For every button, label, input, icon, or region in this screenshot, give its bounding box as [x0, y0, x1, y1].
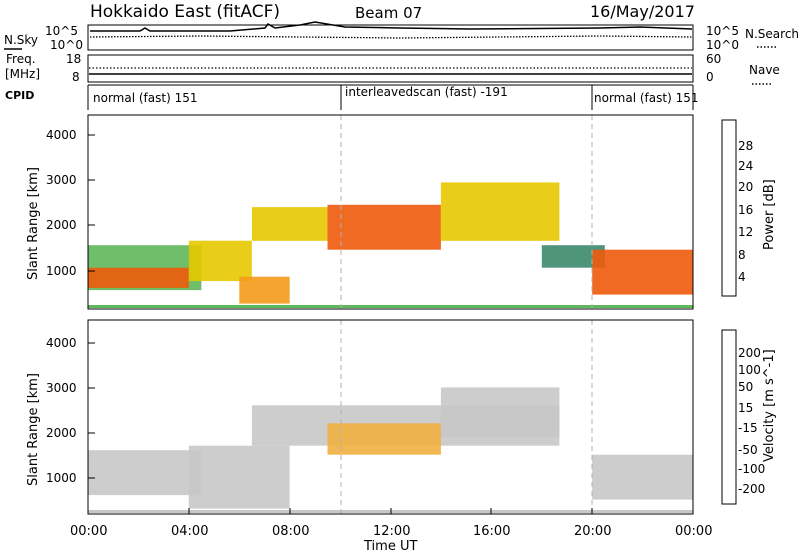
velocity-colorbar-label-text: Velocity [m s^-1] — [762, 349, 777, 462]
power-ytick-4000: 4000 — [46, 128, 77, 142]
velocity-y-axis-label: Slant Range [km] — [26, 373, 41, 486]
power-cbar-tick-12: 12 — [738, 225, 753, 239]
xtick-label-8: 08:00 — [272, 524, 309, 539]
x-axis-label: Time UT — [363, 539, 417, 554]
x-axis: 00:00 04:00 08:00 12:00 16:00 20:00 00:0… — [70, 508, 712, 554]
noise-search-trace — [89, 35, 693, 39]
power-region-5 — [327, 204, 441, 250]
power-cbar-tick-8: 8 — [738, 248, 746, 262]
power-region-1 — [88, 267, 189, 288]
power-ytick-3000: 3000 — [46, 173, 77, 187]
velocity-region-5 — [592, 454, 693, 500]
power-ytick-1000: 1000 — [46, 264, 77, 278]
beam-label: Beam 07 — [355, 4, 422, 22]
power-colorbar-label: Power [dB] — [762, 179, 777, 250]
noise-tick-top-right: 10^5 — [706, 24, 739, 38]
nave-label: Nave — [749, 63, 780, 77]
velocity-colorbar — [721, 329, 737, 505]
power-colorbar-ticks: 28 24 20 16 12 8 4 — [738, 139, 753, 284]
nave-tick-top: 60 — [706, 52, 721, 66]
power-region-4 — [251, 207, 328, 241]
velocity-cbar-tick-100: 100 — [738, 363, 761, 377]
velocity-colorbar-frame — [721, 329, 737, 505]
cpid-segment-2: interleavedscan (fast) -191 — [345, 85, 508, 99]
velocity-region-0 — [88, 450, 202, 496]
freq-strip-frame — [87, 54, 694, 83]
power-region-3 — [239, 276, 290, 304]
velocity-region-3 — [327, 423, 441, 455]
velocity-panel: 4000 3000 2000 1000 Slant Range [km] — [26, 319, 694, 515]
cpid-segment-3: normal (fast) 151 — [594, 91, 698, 105]
xtick-label-0: 00:00 — [70, 524, 107, 539]
noise-tick-bottom-left: 10^0 — [50, 38, 83, 52]
power-colorbar-frame — [721, 119, 737, 297]
velocity-ytick-2000: 2000 — [46, 426, 77, 440]
freq-tick-bottom: 8 — [72, 70, 80, 84]
xtick-label-16: 16:00 — [473, 524, 510, 539]
velocity-ytick-3000: 3000 — [46, 381, 77, 395]
nave-tick-bottom: 0 — [706, 70, 714, 84]
velocity-region-4 — [440, 387, 560, 437]
velocity-cbar-tick-15: 15 — [738, 401, 753, 415]
velocity-region-1 — [188, 445, 290, 509]
noise-tick-top-left: 10^5 — [45, 24, 78, 38]
power-colorbar — [721, 119, 737, 297]
xtick-label-12: 12:00 — [373, 524, 410, 539]
velocity-cbar-tick-neg15: -15 — [738, 421, 758, 435]
power-panel: 4000 3000 2000 1000 Slant Range [km] — [26, 114, 694, 310]
power-cbar-tick-28: 28 — [738, 139, 753, 153]
velocity-colorbar-ticks: 200 100 50 15 -15 -50 -100 -200 — [738, 346, 765, 496]
freq-tick-top: 18 — [66, 52, 81, 66]
power-cbar-tick-20: 20 — [738, 180, 753, 194]
freq-unit-label: [MHz] — [5, 67, 40, 81]
power-near-range-scatter — [88, 305, 693, 308]
nsky-label: N.Sky — [4, 33, 38, 47]
velocity-ytick-1000: 1000 — [46, 471, 77, 485]
date-label: 16/May/2017 — [590, 2, 695, 21]
velocity-cbar-tick-neg200: -200 — [738, 482, 765, 496]
power-ytick-2000: 2000 — [46, 218, 77, 232]
power-cbar-tick-16: 16 — [738, 203, 753, 217]
power-region-6 — [440, 182, 560, 241]
velocity-ytick-4000: 4000 — [46, 336, 77, 350]
cpid-segment-1: normal (fast) 151 — [93, 91, 197, 105]
power-panel-frame — [87, 114, 694, 310]
xtick-label-20: 20:00 — [574, 524, 611, 539]
power-heatmap — [88, 182, 693, 308]
cpid-label: CPID — [5, 89, 34, 102]
freq-label: Freq. — [6, 52, 36, 66]
noise-sky-trace — [90, 21, 693, 32]
power-y-axis-label: Slant Range [km] — [26, 167, 41, 280]
plot-title: Hokkaido East (fitACF) — [90, 2, 280, 22]
xtick-label-4: 04:00 — [171, 524, 208, 539]
xtick-label-24: 00:00 — [675, 524, 712, 539]
power-cbar-tick-4: 4 — [738, 270, 746, 284]
velocity-cbar-tick-200: 200 — [738, 346, 761, 360]
velocity-colorbar-label: Velocity [m s^-1] — [762, 349, 777, 462]
power-region-8 — [592, 249, 693, 295]
power-region-2 — [188, 240, 252, 282]
velocity-heatmap — [88, 387, 693, 513]
noise-tick-bottom-right: 10^0 — [706, 38, 739, 52]
power-y-ticks: 4000 3000 2000 1000 — [46, 128, 95, 278]
velocity-cbar-tick-50: 50 — [738, 380, 753, 394]
velocity-y-ticks: 4000 3000 2000 1000 — [46, 336, 95, 485]
nsearch-label: N.Search — [745, 27, 799, 41]
power-region-7 — [541, 245, 605, 268]
velocity-cbar-tick-neg50: -50 — [738, 443, 758, 457]
power-cbar-tick-24: 24 — [738, 159, 753, 173]
noise-strip-frame — [87, 24, 694, 51]
velocity-cbar-tick-neg100: -100 — [738, 462, 765, 476]
